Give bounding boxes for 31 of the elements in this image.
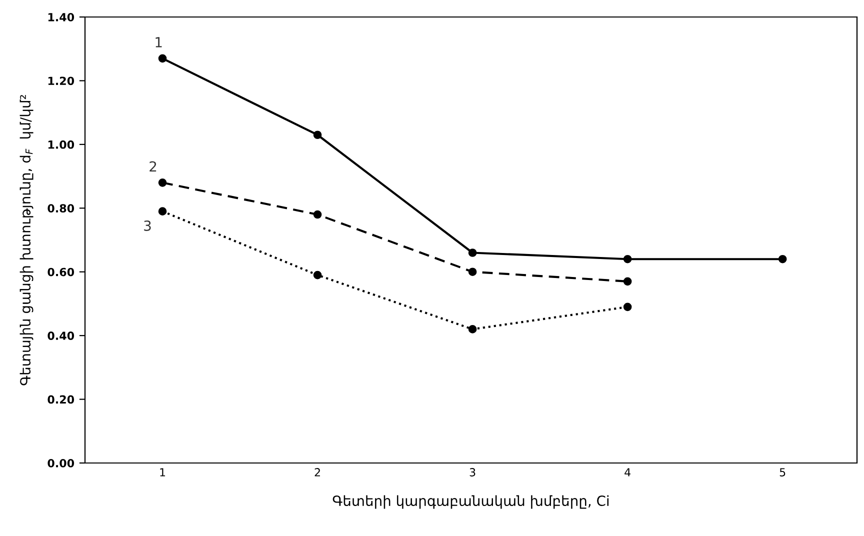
y-tick-label: 0.20 — [48, 395, 74, 404]
series-label: 2 — [150, 161, 156, 172]
x-tick-label: 4 — [624, 468, 630, 476]
x-tick-label: 5 — [780, 468, 786, 476]
point — [778, 254, 787, 264]
point — [468, 268, 477, 276]
point — [468, 248, 477, 257]
series-label: 3 — [144, 220, 151, 231]
point — [623, 254, 632, 264]
point — [158, 178, 167, 187]
point — [158, 207, 167, 216]
y-tick-label: 0.80 — [48, 204, 74, 213]
x-tick-label: 1 — [160, 468, 166, 476]
point — [313, 130, 322, 140]
y-tick-label: 0.60 — [48, 268, 74, 276]
point — [313, 270, 322, 280]
x-tick-label: 3 — [470, 468, 476, 476]
x-axis-title: Գետերի կարգաբանական խմբերը, Ci — [332, 495, 609, 509]
point — [623, 302, 632, 312]
point — [468, 325, 477, 334]
point — [158, 54, 167, 63]
series-label: 1 — [156, 37, 162, 48]
y-tick-label: 0.00 — [48, 458, 74, 468]
y-tick-label: 0.40 — [48, 332, 74, 340]
y-tick-label: 1.20 — [48, 76, 74, 86]
y-axis-title: Գետային ցանցի խտությունը, d$_{F}$ կմ/կմ² — [20, 95, 34, 386]
y-tick-label: 1.40 — [48, 12, 74, 22]
point — [623, 277, 632, 286]
x-tick-label: 2 — [314, 468, 320, 476]
point — [313, 210, 322, 219]
y-tick-label: 1.00 — [48, 140, 74, 149]
